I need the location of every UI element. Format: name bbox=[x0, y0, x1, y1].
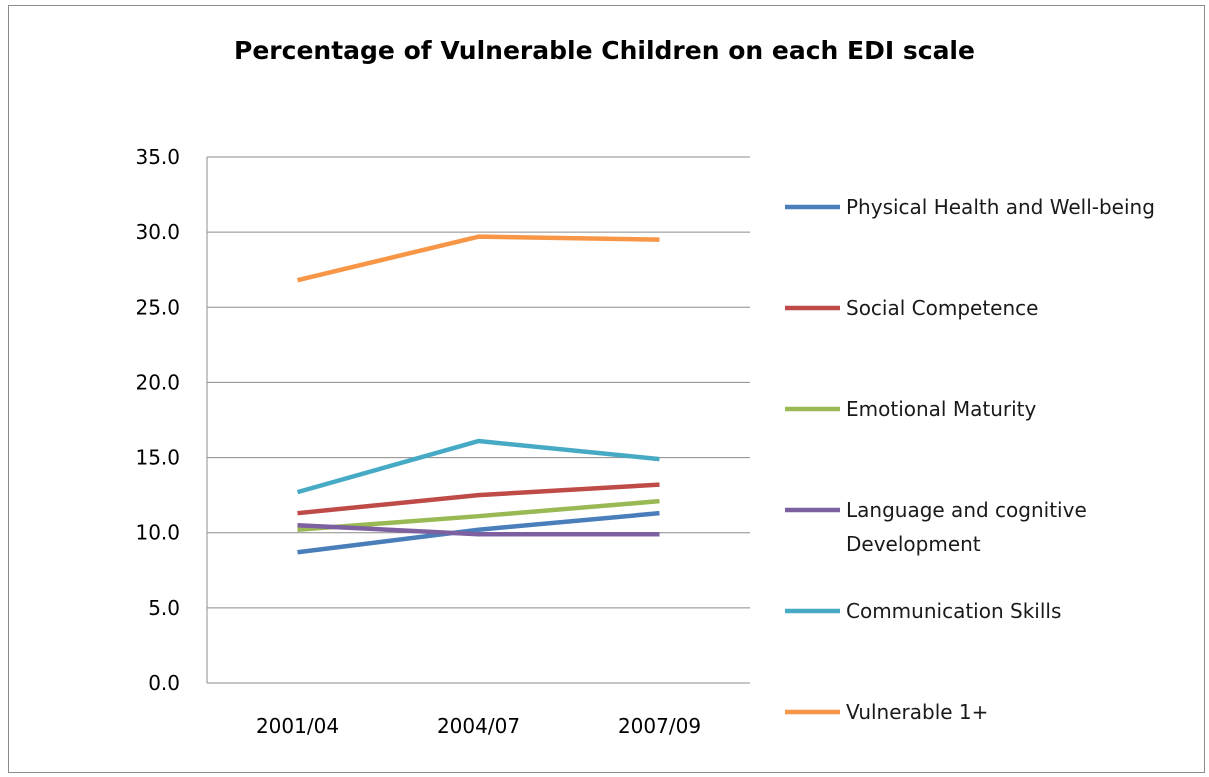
legend-label: Emotional Maturity bbox=[846, 397, 1036, 421]
series-line bbox=[297, 522, 660, 537]
y-tick-label: 15.0 bbox=[135, 446, 180, 470]
series-line bbox=[297, 510, 660, 555]
series-lines bbox=[296, 234, 660, 555]
x-tick-label: 2007/09 bbox=[618, 714, 701, 738]
legend-label: Vulnerable 1+ bbox=[846, 700, 988, 724]
legend-label: Language and cognitive Development bbox=[846, 498, 1087, 556]
x-tick-label: 2001/04 bbox=[256, 714, 339, 738]
series-line bbox=[297, 498, 660, 532]
y-tick-label: 10.0 bbox=[135, 521, 180, 545]
legend-label: Social Competence bbox=[846, 296, 1038, 320]
axes: 0.0 5.0 10.0 15.0 20.0 25.0 30.0 35.0 2001/04 200… bbox=[135, 145, 701, 738]
series-line bbox=[297, 482, 660, 516]
series-line bbox=[296, 234, 660, 283]
y-tick-label: 5.0 bbox=[148, 596, 180, 620]
legend-label: Physical Health and Well-being bbox=[846, 195, 1155, 219]
x-tick-label: 2004/07 bbox=[437, 714, 520, 738]
y-tick-label: 30.0 bbox=[135, 220, 180, 244]
series-line bbox=[296, 438, 660, 495]
legend-label: Communication Skills bbox=[846, 599, 1061, 623]
y-tick-label: 25.0 bbox=[135, 295, 180, 319]
legend: Physical Health and Well-being Social Com… bbox=[785, 195, 1155, 724]
y-tick-label: 0.0 bbox=[148, 671, 180, 695]
y-tick-label: 35.0 bbox=[135, 145, 180, 169]
y-tick-label: 20.0 bbox=[135, 370, 180, 394]
chart-title: Percentage of Vulnerable Children on eac… bbox=[234, 36, 975, 65]
